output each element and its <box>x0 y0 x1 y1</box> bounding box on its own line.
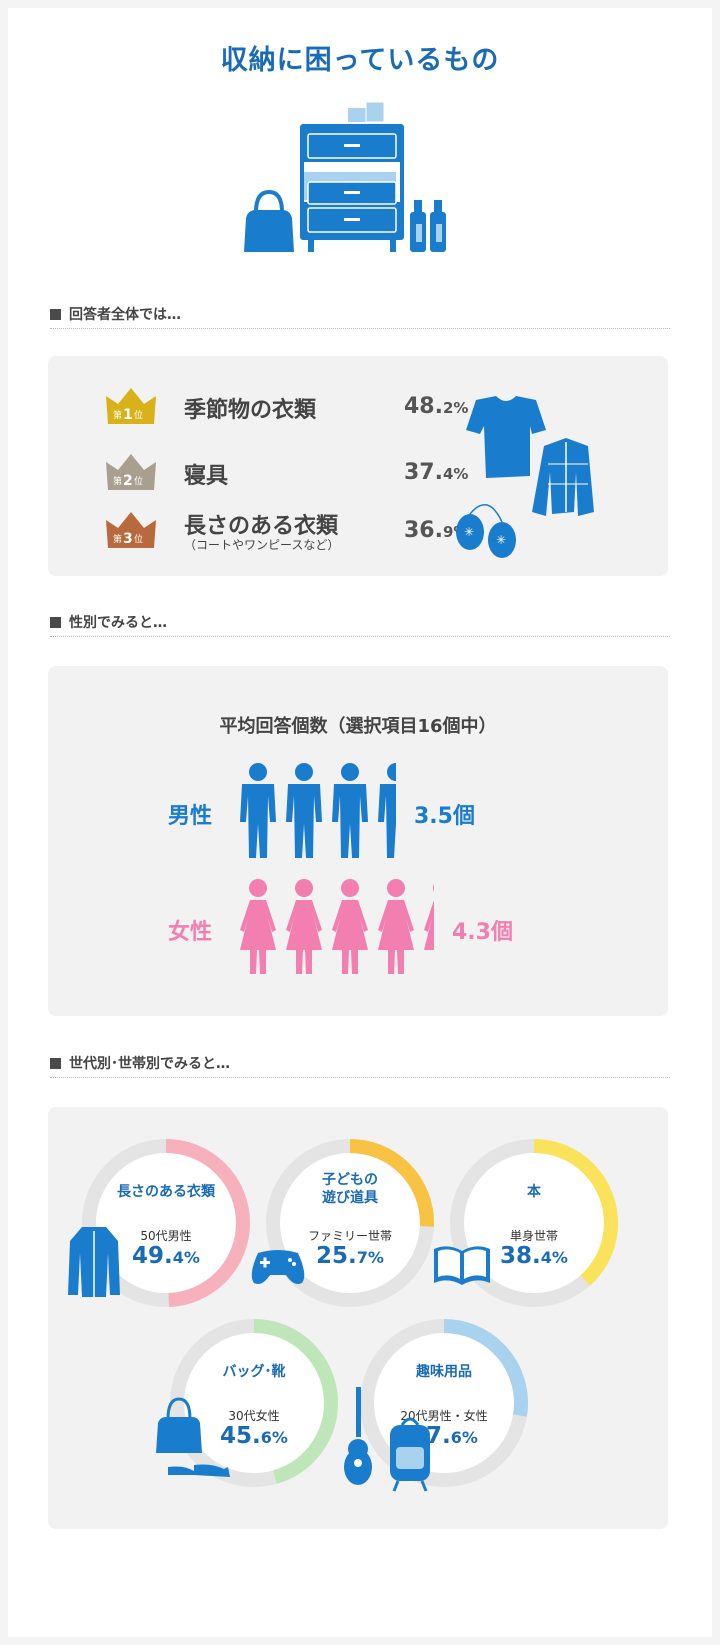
female-figure-icon <box>424 883 434 974</box>
donut-ring <box>170 1319 338 1487</box>
coat-icon <box>68 1227 120 1297</box>
svg-text:✳: ✳ <box>496 533 506 547</box>
male-figure-icon <box>378 763 396 858</box>
donut-chart: バッグ･靴 30代女性 45.6% <box>156 1315 342 1491</box>
rank-crown-icon: 第 2 位 <box>106 454 156 490</box>
ranking-panel: 第 1 位 季節物の衣類 48.2% 第 2 位 寝具 37.4% 第 3 位 … <box>48 356 668 576</box>
svg-text:第: 第 <box>113 475 122 487</box>
donut-chart: 長さのある衣類 50代男性 49.4% <box>68 1135 254 1311</box>
svg-text:位: 位 <box>134 409 143 421</box>
section-heading-generation: 世代別･世帯別でみると… <box>50 1053 230 1073</box>
guitar-backpack-icon <box>344 1387 430 1492</box>
svg-text:位: 位 <box>134 533 143 545</box>
donut-segment: 単身世帯 <box>509 1229 558 1243</box>
svg-text:第: 第 <box>113 533 122 545</box>
donut-value: 49.4% <box>132 1243 200 1269</box>
section-heading-overall: 回答者全体では… <box>50 304 181 324</box>
male-value: 3.5個 <box>414 804 475 829</box>
donut-segment: ファミリー世帯 <box>307 1229 392 1243</box>
bag-shoes-icon <box>156 1397 230 1477</box>
female-label: 女性 <box>168 920 213 945</box>
male-figure-icon <box>286 763 322 858</box>
rank-crown-icon: 第 3 位 <box>106 512 156 548</box>
female-value: 4.3個 <box>452 920 513 945</box>
donut-arc <box>450 1139 618 1307</box>
svg-text:✳: ✳ <box>464 525 474 539</box>
rank-label: 季節物の衣類 <box>184 398 317 423</box>
donut-arc <box>266 1139 434 1307</box>
female-figure-icon <box>332 879 368 974</box>
generation-panel: 長さのある衣類 50代男性 49.4% 子どもの 遊び道具 ファミリー世帯 25.… <box>48 1107 668 1529</box>
female-figure-icon <box>378 879 414 974</box>
rank-sublabel: （コートやワンピースなど） <box>184 538 340 552</box>
donut-chart: 本 単身世帯 38.4% <box>434 1135 622 1311</box>
donut-label: 本 <box>527 1184 541 1200</box>
donut-value: 38.4% <box>500 1243 568 1269</box>
donut-chart: 趣味用品 20代男性・女性 27.6% <box>344 1315 532 1492</box>
donut-chart: 子どもの 遊び道具 ファミリー世帯 25.7% <box>251 1135 438 1311</box>
rank-value: 37.4% <box>404 460 469 485</box>
svg-text:第: 第 <box>113 409 122 421</box>
svg-text:2: 2 <box>123 473 133 489</box>
rank-value: 48.2% <box>404 394 469 419</box>
male-figure-icon <box>240 763 276 858</box>
donut-value: 45.6% <box>220 1423 288 1449</box>
divider <box>50 1077 670 1078</box>
donut-ring <box>266 1139 434 1307</box>
donut-arc <box>82 1139 250 1307</box>
female-figures <box>240 879 434 974</box>
male-label: 男性 <box>168 804 213 829</box>
rank-label: 寝具 <box>184 464 229 489</box>
section-heading-gender: 性別でみると… <box>50 612 167 632</box>
donut-ring <box>450 1139 618 1307</box>
donut-ring <box>82 1139 250 1307</box>
storage-cabinet-icon <box>244 101 446 252</box>
donut-label: 趣味用品 <box>416 1364 472 1380</box>
donut-label: 子どもの 遊び道具 <box>322 1172 378 1206</box>
winter-clothes-icon: ✳ ✳ <box>456 396 594 558</box>
average-count-title: 平均回答個数（選択項目16個中） <box>219 716 497 737</box>
rank-crown-icon: 第 1 位 <box>106 388 156 424</box>
male-figure-icon <box>332 763 368 858</box>
gender-panel: 平均回答個数（選択項目16個中） 男性 女性 3.5個 4.3個 <box>48 666 668 1016</box>
female-figure-icon <box>240 879 276 974</box>
page-title: 収納に困っているもの <box>220 45 500 76</box>
male-figures <box>240 763 396 858</box>
rank-label: 長さのある衣類 <box>184 514 339 539</box>
donut-segment: 50代男性 <box>140 1229 192 1243</box>
donut-segment: 30代女性 <box>228 1409 280 1423</box>
infographic-page: 収納に困っているもの 回答者全体では… 第 1 位 季 <box>8 8 712 1637</box>
svg-text:1: 1 <box>123 407 133 423</box>
divider <box>50 636 670 637</box>
donut-value: 25.7% <box>316 1243 384 1269</box>
divider <box>50 328 670 329</box>
svg-text:3: 3 <box>123 531 133 547</box>
donut-arc <box>170 1319 338 1487</box>
book-icon <box>434 1246 490 1285</box>
gamepad-icon <box>251 1250 305 1284</box>
donut-arc <box>360 1319 528 1487</box>
donut-segment: 20代男性・女性 <box>400 1409 488 1423</box>
donut-label: バッグ･靴 <box>222 1364 286 1380</box>
donut-label: 長さのある衣類 <box>117 1184 215 1200</box>
svg-text:位: 位 <box>134 475 143 487</box>
female-figure-icon <box>286 879 322 974</box>
